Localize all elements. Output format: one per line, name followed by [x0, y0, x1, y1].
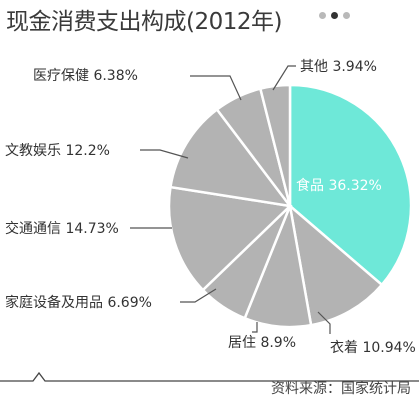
- slice-label-5: 交通通信 14.73%: [5, 220, 119, 237]
- slice-label-4: 家庭设备及用品 6.69%: [5, 294, 152, 311]
- baseline-rule: [0, 371, 419, 382]
- data-source: 资料来源：国家统计局: [271, 381, 411, 397]
- slice-label-8: 其他 3.94%: [300, 59, 377, 75]
- pager-dot-3[interactable]: [343, 12, 350, 19]
- slice-label-3: 居住 8.9%: [228, 335, 296, 351]
- leader-line-3: [252, 322, 258, 333]
- slice-label-6: 文教娱乐 12.2%: [5, 143, 110, 159]
- slice-label-7: 医疗保健 6.38%: [33, 68, 138, 84]
- pie-slice-5: [167, 185, 293, 292]
- slice-label-1: 食品 36.32%: [296, 177, 382, 194]
- leader-line-7: [190, 75, 242, 101]
- pie-slice-6: [169, 107, 293, 208]
- leader-line-4: [180, 288, 217, 303]
- pager-dot-1[interactable]: [319, 12, 326, 19]
- leader-line-6: [140, 149, 189, 159]
- pager-dot-2[interactable]: [331, 12, 338, 19]
- pie-slice-1: [288, 83, 413, 287]
- leader-line-8: [272, 65, 296, 91]
- chart-title: 现金消费支出构成(2012年): [6, 9, 282, 35]
- pie-slice-2: [288, 202, 384, 327]
- slice-label-2: 衣着 10.94%: [330, 340, 416, 356]
- leader-line-2: [317, 311, 331, 334]
